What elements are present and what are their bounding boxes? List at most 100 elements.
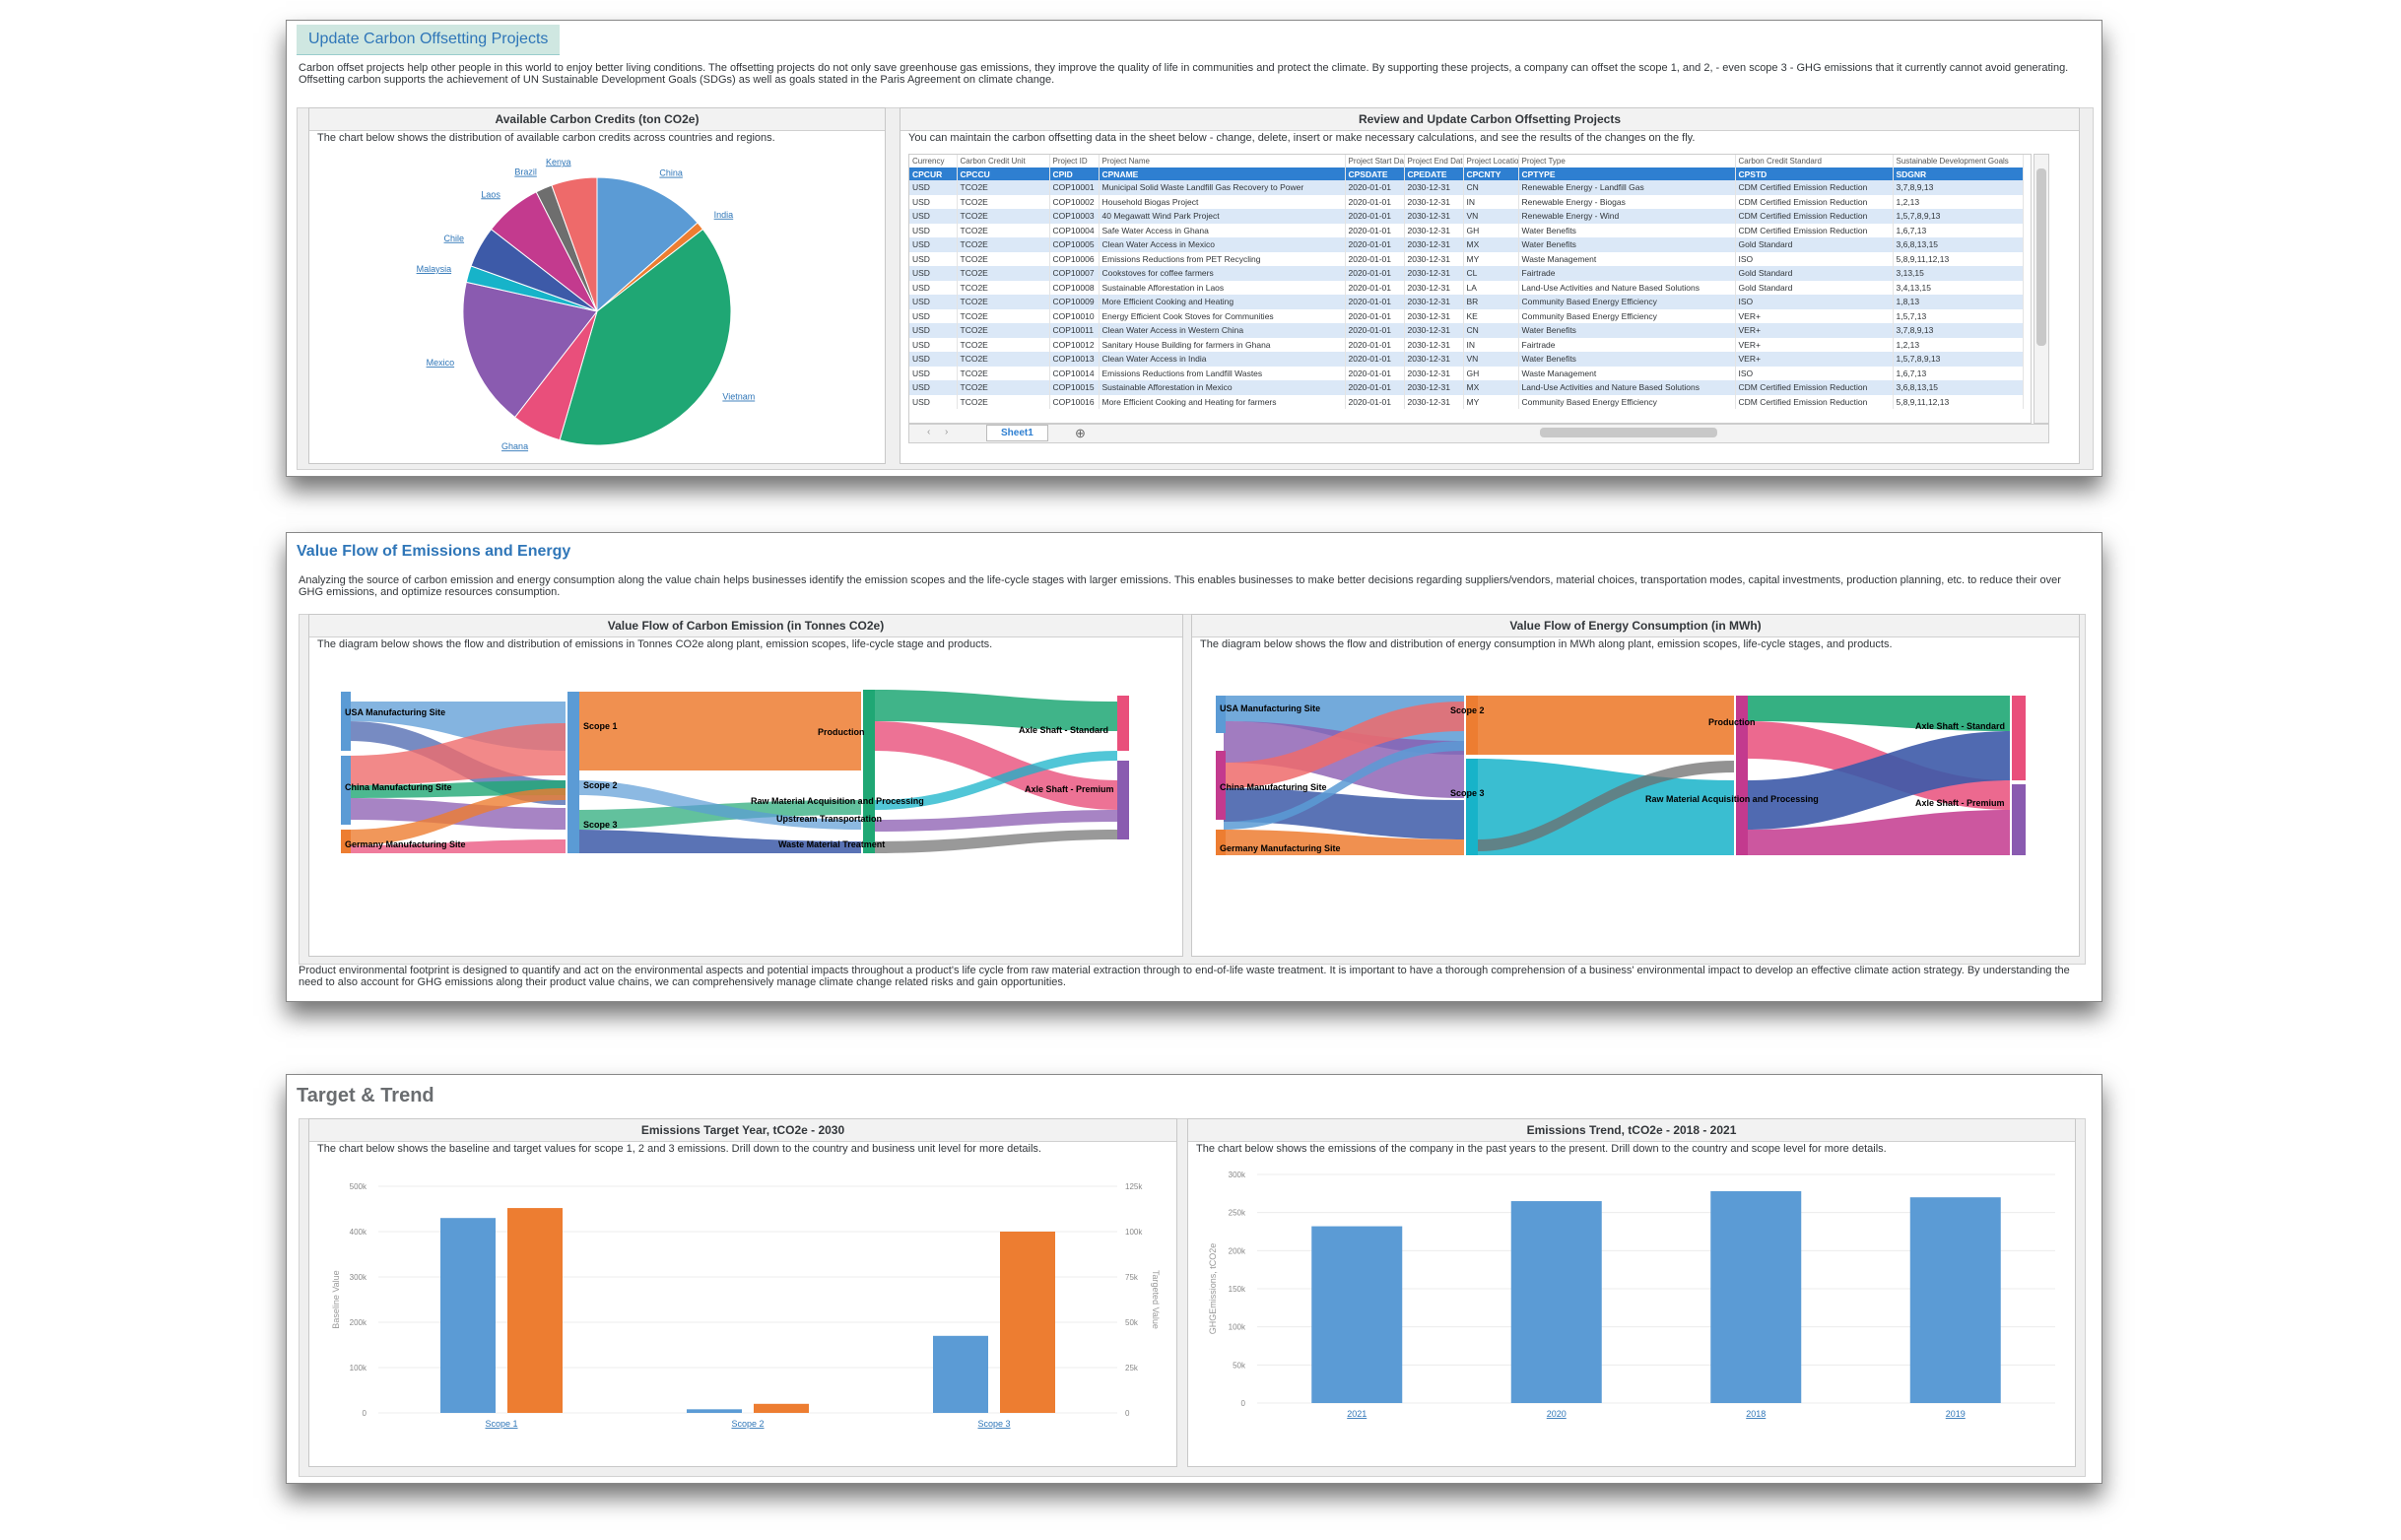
table-cell[interactable]: TCO2E (957, 251, 1050, 266)
table-cell[interactable]: Land-Use Activities and Nature Based Sol… (1518, 380, 1736, 395)
x-tick-label[interactable]: 2019 (1946, 1409, 1966, 1419)
table-cell[interactable]: 3,4,13,15 (1893, 280, 2024, 295)
table-cell[interactable]: IN (1463, 194, 1519, 209)
table-cell[interactable]: Land-Use Activities and Nature Based Sol… (1518, 280, 1736, 295)
table-cell[interactable]: CL (1463, 266, 1519, 281)
table-cell[interactable]: COP10012 (1049, 337, 1100, 352)
table-cell[interactable]: 2030-12-31 (1404, 337, 1464, 352)
table-row[interactable]: USD TCO2E COP10010 Energy Efficient Cook St… (909, 308, 2024, 323)
table-cell[interactable]: Waste Management (1518, 251, 1736, 266)
table-cell[interactable]: 1,5,7,8,9,13 (1893, 209, 2024, 224)
trend-bar[interactable] (1311, 1226, 1403, 1403)
pie-label[interactable]: Laos (481, 189, 500, 199)
sankey-node[interactable] (341, 830, 351, 853)
table-cell[interactable]: TCO2E (957, 380, 1050, 395)
table-cell[interactable]: Sustainable Afforestation in Laos (1099, 280, 1346, 295)
table-cell[interactable]: Project Start Date (1345, 155, 1405, 167)
table-cell[interactable]: 2030-12-31 (1404, 223, 1464, 237)
table-cell[interactable]: GH (1463, 366, 1519, 380)
table-cell[interactable]: Fairtrade (1518, 337, 1736, 352)
table-row[interactable]: USD TCO2E COP10003 40 Megawatt Wind Park Pr… (909, 209, 2024, 224)
table-cell[interactable]: Project End Date (1404, 155, 1464, 167)
table-cell[interactable]: CPCCU (957, 167, 1050, 180)
table-cell[interactable]: Water Benefits (1518, 352, 1736, 367)
table-cell[interactable]: 2030-12-31 (1404, 194, 1464, 209)
pie-label[interactable]: Chile (444, 234, 465, 243)
pie-slice[interactable] (559, 228, 732, 446)
table-cell[interactable]: TCO2E (957, 394, 1050, 409)
table-cell[interactable]: Community Based Energy Efficiency (1518, 308, 1736, 323)
table-cell[interactable]: CPCUR (909, 167, 958, 180)
table-cell[interactable]: TCO2E (957, 337, 1050, 352)
x-tick-label[interactable]: 2020 (1547, 1409, 1567, 1419)
table-cell[interactable]: CDM Certified Emission Reduction (1735, 180, 1894, 195)
baseline-bar[interactable] (687, 1409, 742, 1413)
vertical-scrollbar[interactable] (2034, 154, 2049, 424)
sankey-node[interactable] (2012, 784, 2026, 855)
sankey-node[interactable] (1216, 696, 1226, 733)
table-cell[interactable]: VER+ (1735, 323, 1894, 338)
table-cell[interactable]: BR (1463, 295, 1519, 309)
table-cell[interactable]: Sanitary House Building for farmers in G… (1099, 337, 1346, 352)
table-cell[interactable]: 2020-01-01 (1345, 394, 1405, 409)
emissions-trend-chart[interactable]: 300k 250k 200k 150k 100k 50k 0 GHGEmissions, tC… (1188, 1167, 2075, 1462)
table-cell[interactable]: TCO2E (957, 194, 1050, 209)
table-cell[interactable]: VER+ (1735, 337, 1894, 352)
target-bar[interactable] (1000, 1232, 1055, 1413)
table-cell[interactable]: Renewable Energy - Biogas (1518, 194, 1736, 209)
table-cell[interactable]: Sustainable Development Goals (1893, 155, 2024, 167)
projects-table[interactable]: Currency Carbon Credit Unit Project ID Proj… (909, 155, 2024, 409)
table-cell[interactable]: CDM Certified Emission Reduction (1735, 223, 1894, 237)
table-cell[interactable]: 3,6,8,13,15 (1893, 237, 2024, 252)
table-cell[interactable]: COP10001 (1049, 180, 1100, 195)
table-row[interactable]: USD TCO2E COP10004 Safe Water Access in Gha… (909, 223, 2024, 237)
table-cell[interactable]: 2030-12-31 (1404, 366, 1464, 380)
sankey-node[interactable] (1736, 696, 1748, 855)
table-cell[interactable]: Waste Management (1518, 366, 1736, 380)
table-cell[interactable]: TCO2E (957, 223, 1050, 237)
table-cell[interactable]: More Efficient Cooking and Heating for f… (1099, 394, 1346, 409)
table-cell[interactable]: 2020-01-01 (1345, 337, 1405, 352)
table-cell[interactable]: COP10014 (1049, 366, 1100, 380)
table-cell[interactable]: USD (909, 366, 958, 380)
table-cell[interactable]: USD (909, 295, 958, 309)
table-header-row[interactable]: CPCUR CPCCU CPID CPNAME CPSDATE CPEDATE CPCNTY… (909, 167, 2024, 180)
table-cell[interactable]: 1,5,7,8,9,13 (1893, 352, 2024, 367)
table-cell[interactable]: 2030-12-31 (1404, 394, 1464, 409)
table-cell[interactable]: 3,6,8,13,15 (1893, 380, 2024, 395)
table-cell[interactable]: Project Type (1518, 155, 1736, 167)
table-cell[interactable]: ISO (1735, 366, 1894, 380)
table-cell[interactable]: Fairtrade (1518, 266, 1736, 281)
energy-sankey-diagram[interactable]: USA Manufacturing Site China Manufacturi… (1192, 682, 2079, 918)
pie-label[interactable]: India (714, 210, 734, 220)
x-tick-label[interactable]: Scope 3 (977, 1419, 1010, 1429)
table-cell[interactable]: CPTYPE (1518, 167, 1736, 180)
table-cell[interactable]: Renewable Energy - Landfill Gas (1518, 180, 1736, 195)
sankey-node[interactable] (341, 756, 351, 825)
table-cell[interactable]: 2030-12-31 (1404, 237, 1464, 252)
table-cell[interactable]: TCO2E (957, 266, 1050, 281)
table-cell[interactable]: 2020-01-01 (1345, 295, 1405, 309)
sankey-node[interactable] (1466, 696, 1478, 755)
table-cell[interactable]: Clean Water Access in India (1099, 352, 1346, 367)
table-cell[interactable]: Project Name (1099, 155, 1346, 167)
table-cell[interactable]: COP10004 (1049, 223, 1100, 237)
horizontal-scrollbar-thumb[interactable] (1540, 428, 1717, 437)
table-cell[interactable]: TCO2E (957, 237, 1050, 252)
table-cell[interactable]: CPNAME (1099, 167, 1346, 180)
table-cell[interactable]: CPSTD (1735, 167, 1894, 180)
scrollbar-thumb[interactable] (2036, 168, 2046, 346)
emission-sankey-diagram[interactable]: USA Manufacturing Site China Manufacturi… (309, 682, 1182, 918)
table-cell[interactable]: CPSDATE (1345, 167, 1405, 180)
table-cell[interactable]: 40 Megawatt Wind Park Project (1099, 209, 1346, 224)
table-cell[interactable]: CPID (1049, 167, 1100, 180)
table-cell[interactable]: Sustainable Afforestation in Mexico (1099, 380, 1346, 395)
table-cell[interactable]: 2030-12-31 (1404, 266, 1464, 281)
x-tick-label[interactable]: Scope 2 (731, 1419, 764, 1429)
sankey-node[interactable] (1117, 696, 1129, 751)
baseline-bar[interactable] (933, 1335, 988, 1413)
table-cell[interactable]: ISO (1735, 251, 1894, 266)
table-cell[interactable]: VN (1463, 352, 1519, 367)
table-cell[interactable]: More Efficient Cooking and Heating (1099, 295, 1346, 309)
table-cell[interactable]: COP10003 (1049, 209, 1100, 224)
